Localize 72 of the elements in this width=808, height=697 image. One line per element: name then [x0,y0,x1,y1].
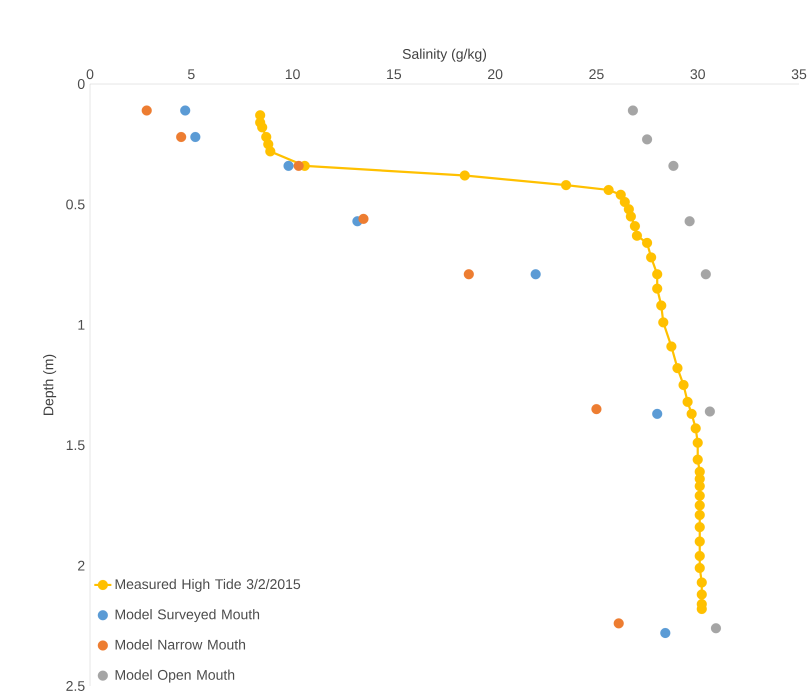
x-tick-label: 35 [792,69,806,80]
point [190,132,200,142]
point [652,284,662,294]
point [294,160,304,171]
point [176,132,186,142]
x-tick-label: 20 [488,69,502,80]
x-tick-label: 25 [589,69,604,80]
point [694,550,705,562]
point [694,481,705,492]
point [265,146,276,156]
point [628,105,638,116]
point [632,230,642,241]
point [690,423,701,434]
point [700,269,711,280]
point [666,341,676,352]
x-tick-label: 15 [387,69,402,80]
point [283,160,294,171]
point [660,628,670,638]
point [591,404,602,414]
point [626,211,636,222]
point [656,300,666,311]
y-tick-label: 1 [78,320,84,330]
point [668,160,678,171]
legend-label: Model Surveyed Mouth [116,609,260,622]
point [530,269,541,280]
y-axis-title: Depth (m) [43,354,56,415]
y-tick-label: 0.5 [66,199,85,210]
point [604,184,614,196]
y-tick-label: 1.5 [66,440,85,450]
point [692,454,703,465]
y-tick-label: 2.5 [66,681,85,691]
point [180,105,190,116]
x-tick-label: 0 [86,69,94,80]
point [696,589,707,600]
point [694,522,705,532]
point [704,406,715,417]
point [464,269,474,280]
legend-label: Measured High Tide 3/2/2015 [116,578,300,592]
point [652,408,662,419]
point [658,317,668,328]
point [678,380,689,390]
point [646,252,656,262]
point [672,363,683,374]
point [696,577,707,588]
y-tick-label: 2 [78,560,84,570]
point [652,269,662,280]
point [710,623,722,634]
point [560,180,572,190]
point [358,214,369,224]
point [142,105,152,116]
x-tick-label: 5 [188,69,195,80]
legend-label: Model Open Mouth [116,670,234,683]
point [642,238,652,248]
y-tick-label: 0 [78,79,85,89]
point [684,216,695,226]
point [694,490,705,501]
point [682,396,693,407]
point [694,562,705,574]
x-tick-label: 30 [690,69,705,80]
point [614,618,624,628]
point [686,408,697,419]
point [460,170,470,181]
point [694,510,705,520]
legend-label: Model Narrow Mouth [116,639,246,650]
point [694,536,705,547]
x-axis-title: Salinity (g/kg) [402,48,486,62]
x-tick-label: 10 [286,69,300,80]
point [694,500,705,510]
point [692,438,703,448]
point [630,221,640,232]
point [642,134,652,144]
point [257,122,268,132]
